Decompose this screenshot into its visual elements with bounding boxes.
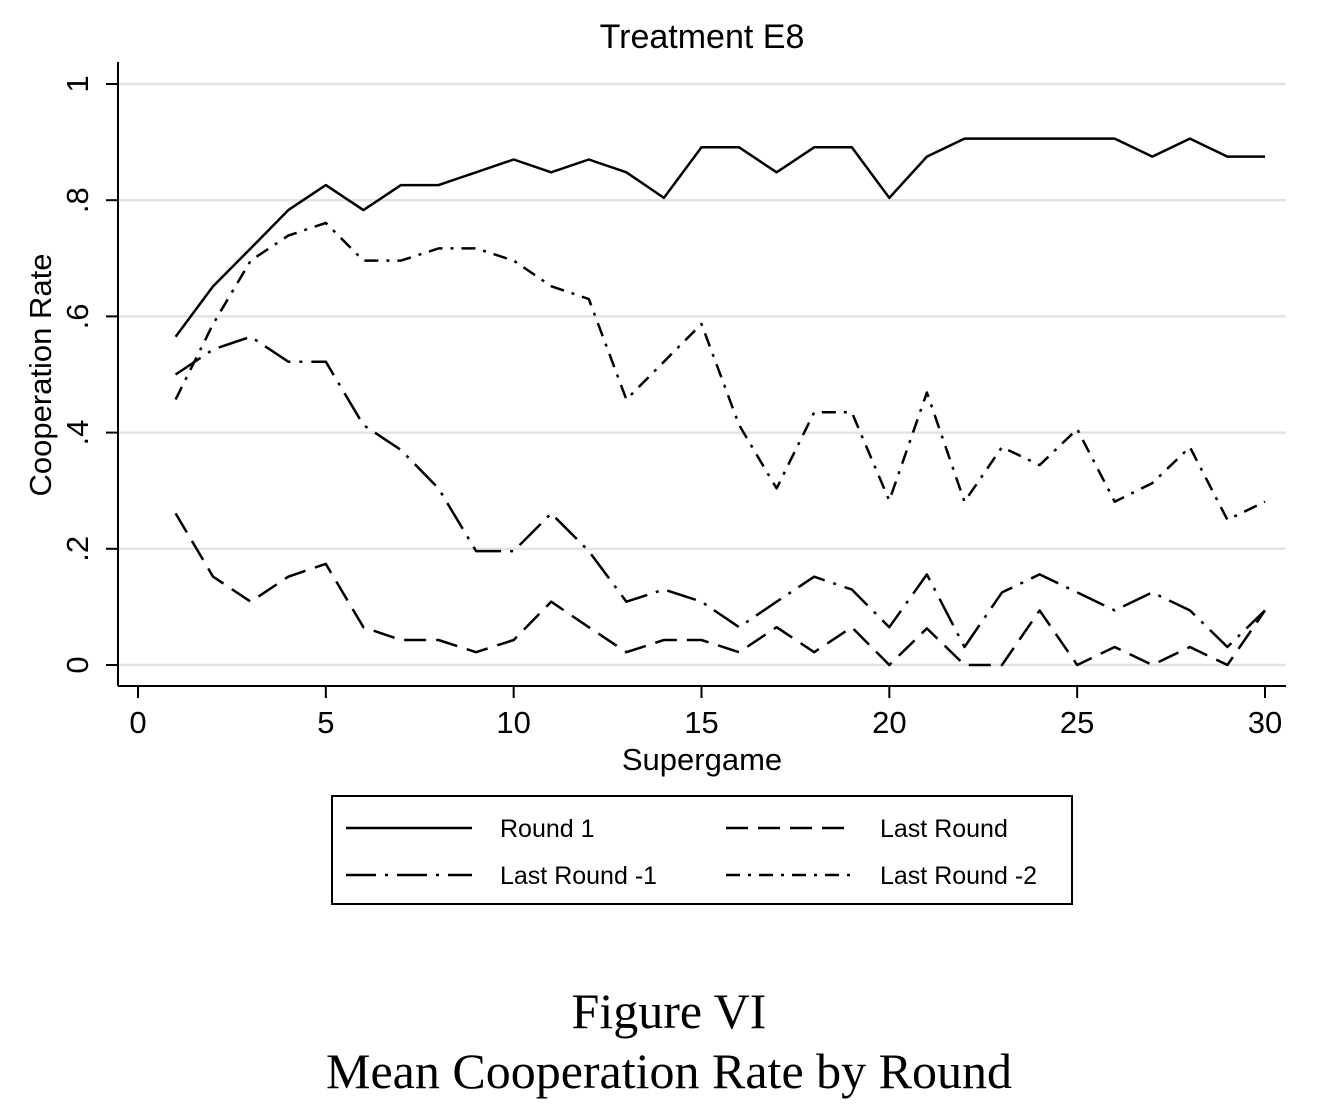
y-axis-label: Cooperation Rate (23, 254, 58, 497)
y-tick-label-1: .2 (60, 536, 95, 562)
x-tick-label-0: 0 (129, 705, 146, 740)
x-tick-label-4: 20 (872, 705, 906, 740)
series-line-2 (174, 512, 1267, 667)
series-line-1 (174, 137, 1265, 338)
legend-label-1: Round 1 (500, 815, 595, 843)
series-lines (174, 137, 1267, 667)
chart-title: Treatment E8 (600, 18, 805, 56)
x-tick-label-2: 10 (496, 705, 530, 740)
cooperation-rate-chart: 0.2.4.6.810 5 10 15 20 25 30 Treatment E8 Supe… (23, 18, 1286, 905)
x-tick-label-5: 25 (1060, 705, 1094, 740)
x-axis-label: Supergame (622, 742, 782, 777)
legend-box (331, 795, 1073, 905)
figure-label: Figure VI (571, 983, 767, 1039)
figure-caption: Mean Cooperation Rate by Round (326, 1043, 1012, 1099)
legend-label-3: Last Round -1 (500, 862, 657, 890)
legend: Round 1 Last Round Last Round -1 Last Round… (331, 795, 1073, 905)
y-tick-label-2: .4 (60, 420, 95, 446)
axes: 0.2.4.6.810 5 10 15 20 25 30 (60, 62, 1286, 740)
x-tick-label-6: 30 (1248, 705, 1282, 740)
legend-label-4: Last Round -2 (880, 862, 1037, 890)
series-line-3 (174, 335, 1266, 649)
y-tick-label-0: 0 (60, 656, 95, 673)
y-tick-label-3: .6 (60, 303, 95, 329)
y-tick-label-4: .8 (60, 187, 95, 213)
series-line-4 (174, 221, 1266, 522)
y-tick-label-5: 1 (60, 75, 95, 92)
gridlines (118, 82, 1286, 667)
x-tick-label-3: 15 (684, 705, 718, 740)
x-tick-label-1: 5 (317, 705, 334, 740)
legend-label-2: Last Round (880, 815, 1008, 843)
